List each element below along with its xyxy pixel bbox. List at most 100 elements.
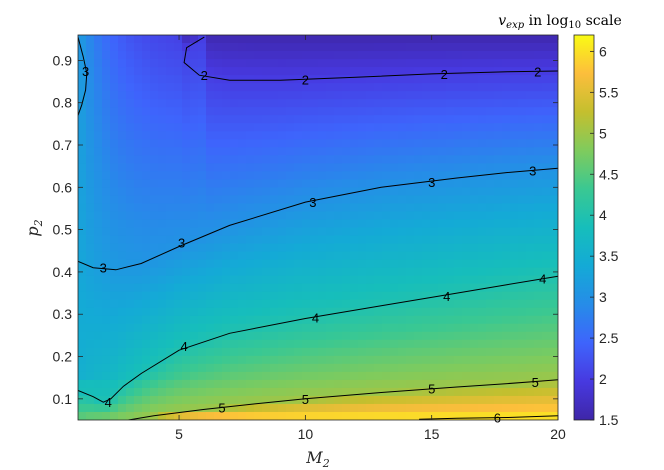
heatmap-cell [518, 203, 527, 213]
heatmap-cell [86, 411, 95, 420]
heatmap-cell [454, 267, 463, 277]
heatmap-cell [206, 331, 215, 341]
heatmap-cell [278, 43, 287, 52]
heatmap-cell [78, 43, 87, 52]
heatmap-cell [110, 219, 119, 229]
heatmap-cell [182, 379, 191, 389]
heatmap-cell [78, 147, 87, 156]
heatmap-cell [518, 363, 527, 373]
y-tick-label: 0.5 [53, 222, 73, 238]
heatmap-cell [526, 99, 535, 108]
heatmap-cell [342, 75, 351, 84]
heatmap-cell [358, 339, 367, 349]
heatmap-cell [206, 163, 215, 172]
heatmap-cell [326, 163, 335, 172]
heatmap-cell [182, 163, 191, 172]
heatmap-cell [446, 267, 455, 277]
heatmap-cell [126, 315, 135, 325]
heatmap-cell [430, 75, 439, 84]
heatmap-cell [478, 163, 487, 172]
heatmap-cell [238, 131, 247, 140]
heatmap-cell [318, 139, 327, 148]
heatmap-cell [302, 243, 311, 253]
heatmap-cell [502, 411, 511, 420]
heatmap-cell [174, 355, 183, 365]
y-axis-ticks: 0.10.20.30.40.50.60.70.80.9 [53, 52, 558, 407]
heatmap-cell [190, 283, 199, 293]
heatmap-cell [502, 51, 511, 60]
heatmap-cell [374, 395, 383, 405]
heatmap-cell [246, 355, 255, 365]
heatmap-cell [390, 107, 399, 116]
heatmap-cell [110, 139, 119, 148]
heatmap-cell [494, 187, 503, 197]
heatmap-cell [238, 371, 247, 381]
heatmap-cell [406, 131, 415, 140]
heatmap-cell [478, 43, 487, 52]
heatmap-cell [446, 259, 455, 269]
heatmap-cell [102, 171, 111, 180]
heatmap-cell [222, 59, 231, 68]
heatmap-cell [398, 123, 407, 132]
heatmap-cell [406, 43, 415, 52]
heatmap-cell [390, 83, 399, 92]
y-axis-label: p2 [23, 219, 45, 236]
heatmap-cell [326, 355, 335, 365]
heatmap-cell [270, 347, 279, 357]
heatmap-cell [166, 395, 175, 405]
heatmap-cell [422, 99, 431, 108]
heatmap-cell [110, 355, 119, 365]
heatmap-cell [118, 291, 127, 301]
heatmap-cell [398, 387, 407, 397]
heatmap-cell [302, 147, 311, 156]
heatmap-cell [198, 371, 207, 381]
heatmap-cell [134, 363, 143, 373]
y-tick-label: 0.8 [53, 95, 73, 111]
heatmap-cell [182, 227, 191, 237]
heatmap-cell [318, 163, 327, 172]
heatmap-cell [502, 43, 511, 52]
heatmap-cell [278, 387, 287, 397]
heatmap-cell [206, 267, 215, 277]
heatmap-cell [550, 219, 558, 229]
heatmap-cell [142, 371, 151, 381]
heatmap-cell [206, 291, 215, 301]
heatmap-cell [478, 315, 487, 325]
heatmap-cell [446, 251, 455, 261]
heatmap-cell [150, 363, 159, 373]
heatmap-cell [254, 195, 263, 205]
heatmap-cell [406, 331, 415, 341]
heatmap-cell [150, 59, 159, 68]
heatmap-cell [494, 267, 503, 277]
heatmap-cell [462, 387, 471, 397]
heatmap-cell [350, 267, 359, 277]
heatmap-cell [102, 51, 111, 60]
heatmap-cell [390, 411, 399, 420]
heatmap-cell [342, 363, 351, 373]
heatmap-cell [278, 259, 287, 269]
heatmap-cell [438, 83, 447, 92]
heatmap-cell [374, 75, 383, 84]
heatmap-cell [262, 379, 271, 389]
heatmap-cell [254, 203, 263, 213]
heatmap-cell [118, 107, 127, 116]
heatmap-cell [166, 355, 175, 365]
heatmap-cell [126, 339, 135, 349]
heatmap-cell [542, 219, 551, 229]
heatmap-cell [86, 67, 95, 76]
heatmap-cell [190, 339, 199, 349]
heatmap-cell [358, 331, 367, 341]
heatmap-cell [94, 67, 103, 76]
heatmap-cell [398, 411, 407, 420]
heatmap-cell [430, 211, 439, 221]
heatmap-cell [382, 355, 391, 365]
heatmap-cell [550, 91, 558, 100]
heatmap-cell [78, 395, 87, 405]
heatmap-cell [430, 155, 439, 164]
contour-label: 5 [302, 392, 309, 407]
heatmap-cell [462, 371, 471, 381]
heatmap-cell [310, 51, 319, 60]
heatmap-cell [358, 195, 367, 205]
heatmap-cell [94, 83, 103, 92]
heatmap-cell [326, 275, 335, 285]
